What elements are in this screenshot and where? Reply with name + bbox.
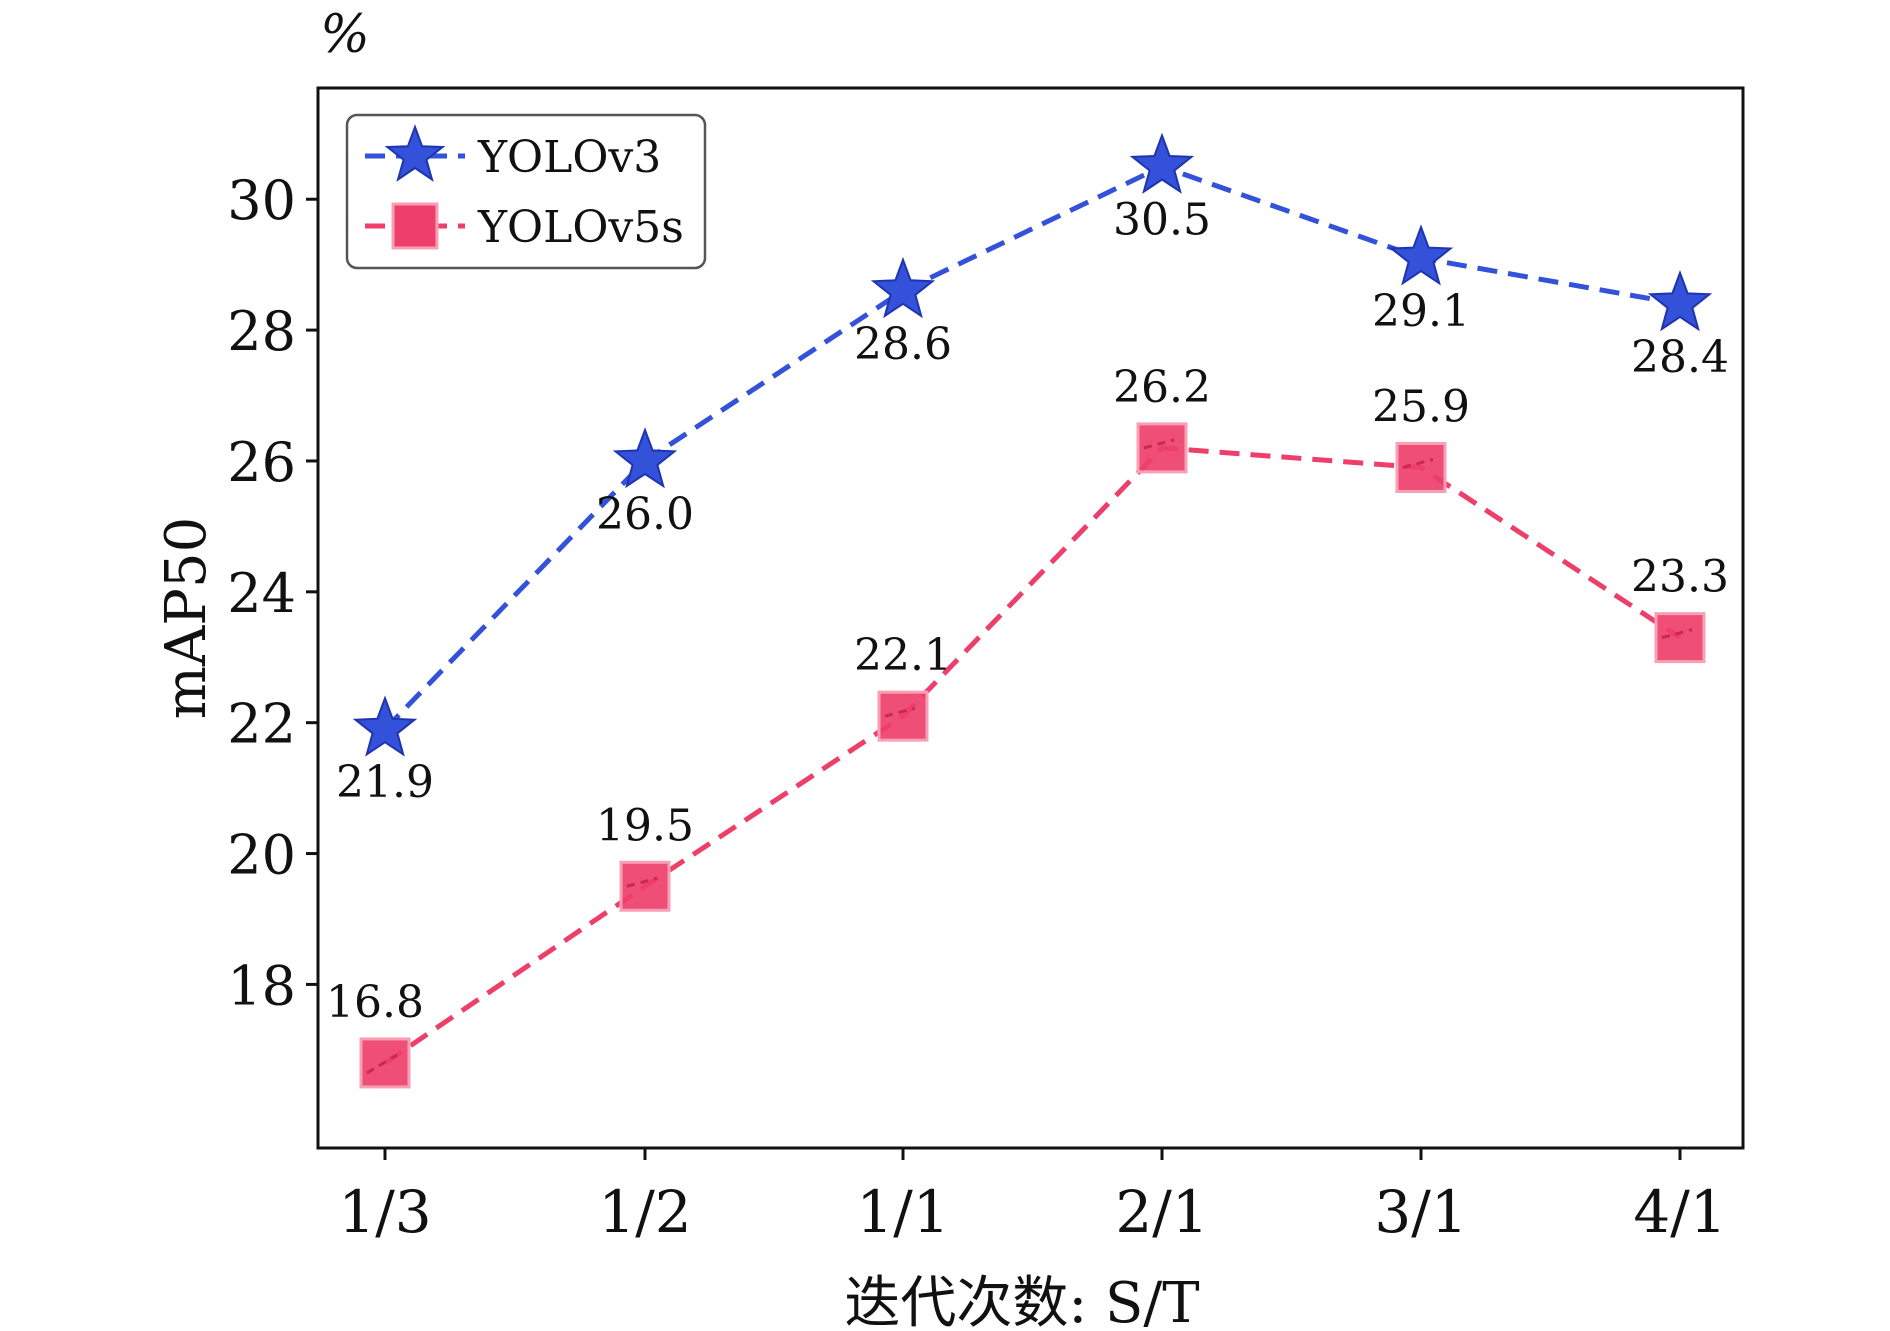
- legend: YOLOv3 YOLOv5s: [345, 113, 707, 270]
- data-point-line-overlay: [884, 706, 916, 718]
- y-axis: 18 20 22 24 26 28 30: [227, 169, 318, 1017]
- x-tick-label: 1/1: [856, 1178, 949, 1246]
- x-tick-label: 1/3: [338, 1178, 431, 1246]
- data-label-yolov5s: 25.9: [1372, 382, 1470, 433]
- series-line-yolov3: [383, 163, 1681, 731]
- data-point-yolov3: [1129, 132, 1195, 194]
- legend-square-icon: [391, 202, 439, 250]
- data-label-yolov5s: 23.3: [1631, 552, 1729, 603]
- data-point-yolov3: [870, 256, 936, 319]
- data-label-yolov5s: 26.2: [1113, 362, 1211, 413]
- data-label-yolov5s: 19.5: [596, 800, 694, 851]
- y-tick-label: 18: [227, 954, 296, 1017]
- data-point-yolov5s: [359, 1037, 411, 1089]
- plot-frame: [316, 86, 1745, 1150]
- data-point-yolov3: [352, 695, 418, 757]
- data-labels: 21.9 26.0 28.6 30.5 29.1 28.4 16.8 19.5 22.1 26.2…: [326, 195, 1729, 1028]
- y-tick-label: 30: [227, 169, 296, 232]
- data-label-yolov3: 28.4: [1631, 332, 1729, 383]
- data-label-yolov3: 21.9: [336, 757, 434, 808]
- x-tick-label: 4/1: [1633, 1178, 1726, 1246]
- data-point-yolov3: [1388, 224, 1454, 286]
- data-point-line-overlay: [1143, 438, 1175, 450]
- data-label-yolov3: 29.1: [1372, 286, 1470, 337]
- data-label-yolov3: 26.0: [596, 489, 694, 540]
- data-point-yolov3: [1647, 270, 1713, 332]
- y-tick-label: 22: [227, 693, 296, 756]
- unit-label: %: [320, 5, 369, 65]
- data-point-line-overlay: [1661, 628, 1693, 640]
- y-tick-label: 26: [227, 431, 296, 494]
- y-tick-label: 20: [227, 824, 296, 887]
- legend-star-icon: [384, 124, 446, 182]
- legend-label-yolov3: YOLOv3: [477, 132, 661, 183]
- x-tick-label: 3/1: [1374, 1178, 1467, 1246]
- y-tick-label: 28: [227, 300, 296, 363]
- series-line-yolov5s: [383, 445, 1682, 1066]
- data-point-line-overlay: [626, 876, 658, 888]
- data-point-line-overlay: [366, 1053, 398, 1075]
- data-point-yolov3: [612, 427, 678, 489]
- series-layer: [352, 132, 1713, 1089]
- legend-label-yolov5s: YOLOv5s: [477, 202, 684, 253]
- x-axis: 1/3 1/2 1/1 2/1 3/1 4/1: [338, 1148, 1727, 1246]
- x-tick-label: 1/2: [598, 1178, 691, 1246]
- data-label-yolov5s: 16.8: [326, 977, 424, 1028]
- y-axis-label: mAP50: [154, 517, 219, 719]
- x-axis-label: 迭代次数: S/T: [844, 1271, 1199, 1331]
- data-label-yolov3: 30.5: [1113, 195, 1211, 246]
- data-point-line-overlay: [1402, 458, 1434, 469]
- data-label-yolov5s: 22.1: [854, 630, 952, 681]
- y-tick-label: 24: [227, 562, 296, 625]
- data-label-yolov3: 28.6: [854, 319, 952, 370]
- x-tick-label: 2/1: [1115, 1178, 1208, 1246]
